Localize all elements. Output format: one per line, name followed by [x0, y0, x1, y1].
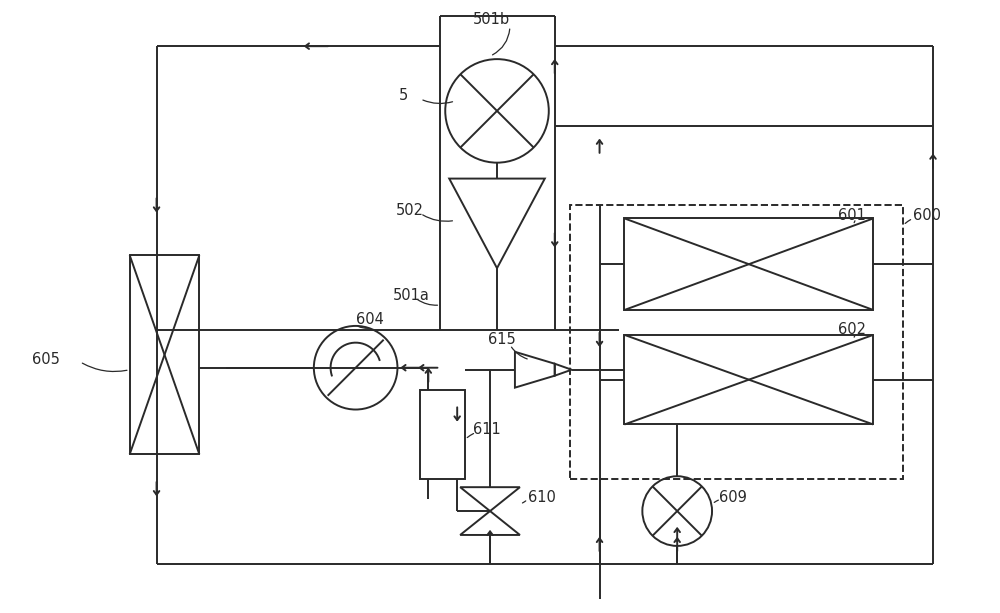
Text: 5: 5 — [398, 88, 408, 104]
Bar — [130, 255, 199, 454]
Text: 502: 502 — [395, 203, 423, 218]
Text: 501a: 501a — [392, 287, 429, 303]
Text: 610: 610 — [528, 490, 556, 504]
Text: 615: 615 — [488, 332, 516, 348]
Bar — [624, 218, 873, 310]
Text: 501b: 501b — [473, 12, 510, 27]
Bar — [570, 205, 903, 479]
Text: 611: 611 — [473, 422, 501, 437]
Bar — [420, 390, 465, 479]
Text: 609: 609 — [719, 490, 747, 504]
Text: 601: 601 — [838, 208, 866, 223]
Text: 605: 605 — [32, 352, 60, 367]
Text: 604: 604 — [356, 313, 384, 327]
Bar — [624, 335, 873, 424]
Text: 600: 600 — [913, 208, 941, 223]
Text: 602: 602 — [838, 322, 866, 337]
